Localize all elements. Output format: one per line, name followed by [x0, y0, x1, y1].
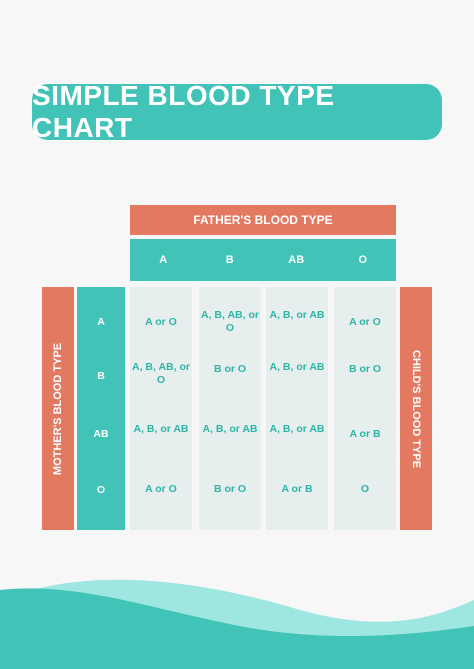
father-blood-type-header: FATHER'S BLOOD TYPE	[130, 205, 396, 235]
child-blood-type-header: CHILD'S BLOOD TYPE	[400, 287, 432, 530]
result-cell: A or O	[145, 483, 177, 495]
result-cell: A or B	[349, 428, 381, 440]
father-types-row: A B AB O	[130, 239, 396, 281]
result-cell: A, B, or AB	[269, 309, 325, 321]
result-cell: O	[360, 483, 370, 495]
result-cell: A or O	[145, 316, 177, 328]
results-column-a: A or O A, B, AB, or O A, B, or AB A or O	[130, 287, 192, 530]
result-cell: A or B	[281, 483, 313, 495]
father-type-ab: AB	[288, 254, 305, 266]
result-cell: B or O	[348, 363, 382, 375]
mother-label: MOTHER'S BLOOD TYPE	[52, 342, 64, 475]
result-cell: A, B, AB, or O	[132, 361, 190, 386]
results-column-b: A, B, AB, or O B or O A, B, or AB B or O	[199, 287, 261, 530]
results-column-ab: A, B, or AB A, B, or AB A, B, or AB A or…	[266, 287, 328, 530]
result-cell: A, B, AB, or O	[201, 309, 259, 334]
decorative-waves	[0, 579, 474, 669]
result-cell: A or O	[349, 316, 381, 328]
result-cell: A, B, or AB	[269, 361, 325, 373]
chart-title: SIMPLE BLOOD TYPE CHART	[32, 80, 442, 143]
result-cell: A, B, or AB	[202, 423, 258, 435]
child-label: CHILD'S BLOOD TYPE	[410, 349, 422, 468]
mother-blood-type-header: MOTHER'S BLOOD TYPE	[42, 287, 74, 530]
mother-type-o: O	[96, 484, 106, 496]
father-type-b: B	[225, 254, 234, 266]
result-cell: A, B, or AB	[133, 423, 189, 435]
result-cell: B or O	[213, 363, 247, 375]
result-cell: B or O	[213, 483, 247, 495]
result-cell: A, B, or AB	[269, 423, 325, 435]
mother-type-ab: AB	[93, 428, 109, 440]
mother-type-a: A	[97, 316, 105, 328]
results-column-o: A or O B or O A or B O	[334, 287, 396, 530]
father-type-o: O	[358, 254, 368, 266]
mother-types-column: A B AB O	[77, 287, 125, 530]
mother-type-b: B	[97, 370, 105, 382]
father-type-a: A	[159, 254, 168, 266]
wave-front	[0, 588, 474, 669]
